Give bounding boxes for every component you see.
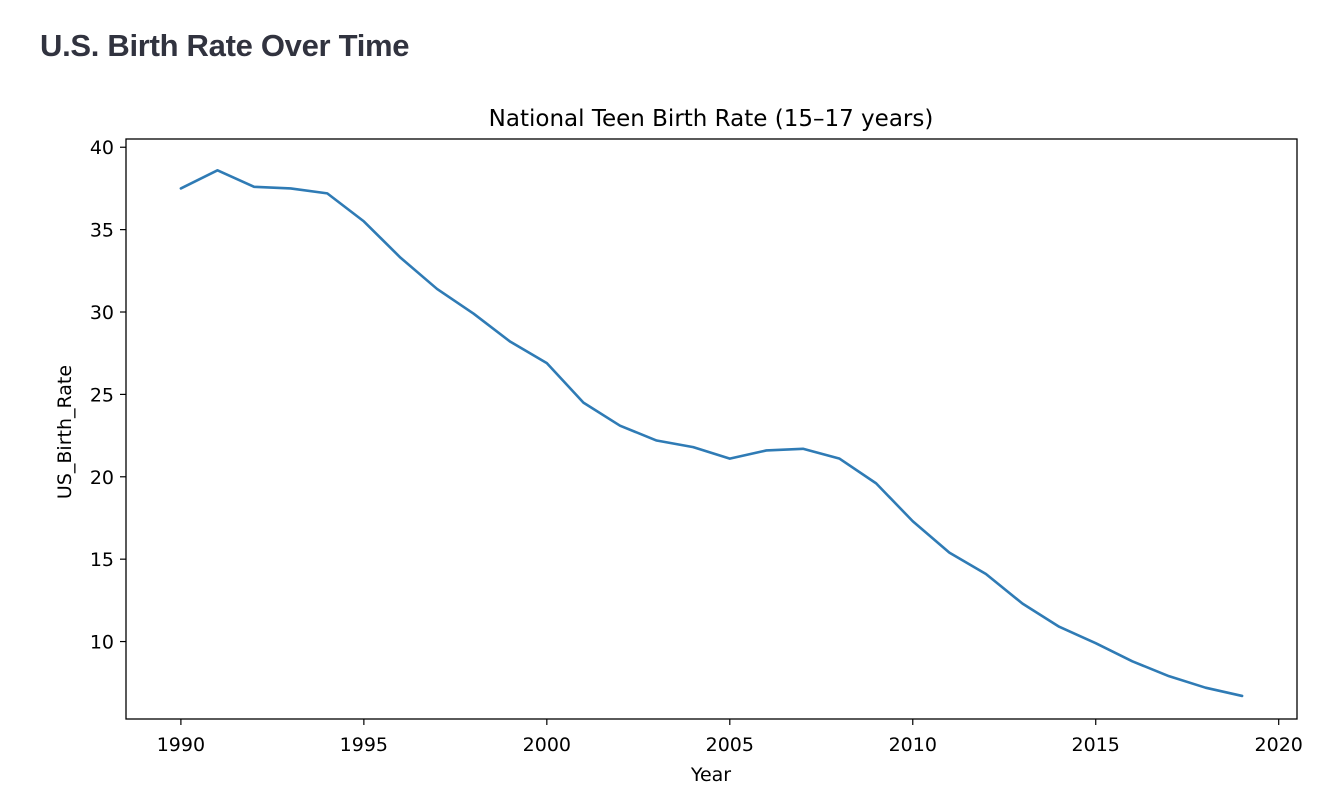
y-tick-label: 25 [90,384,114,406]
series-layer [179,169,1244,698]
x-axis: 1990 1995 2000 2005 2010 2015 2020 [157,719,1303,756]
y-tick-label: 15 [90,549,114,571]
x-tick-label: 1995 [340,734,388,756]
y-tick-label: 40 [90,137,114,159]
plot-frame [125,138,1298,720]
chart-title: National Teen Birth Rate (15–17 years) [489,106,934,132]
x-tick-label: 2000 [523,734,571,756]
plot-area [125,138,1298,720]
y-axis: 10 15 20 25 30 35 40 [90,137,126,654]
y-tick-label: 20 [90,467,114,489]
x-tick-label: 2010 [889,734,937,756]
x-tick-label: 2005 [706,734,754,756]
x-axis-label: Year [690,764,731,786]
y-tick-label: 10 [90,632,114,654]
y-tick-label: 35 [90,220,114,242]
page-title: U.S. Birth Rate Over Time [40,28,410,63]
x-tick-label: 2020 [1255,734,1303,756]
x-tick-label: 1990 [157,734,205,756]
x-tick-label: 2015 [1072,734,1120,756]
series-line [179,169,1244,698]
y-axis-label: US_Birth_Rate [54,365,76,499]
y-tick-label: 30 [90,302,114,324]
